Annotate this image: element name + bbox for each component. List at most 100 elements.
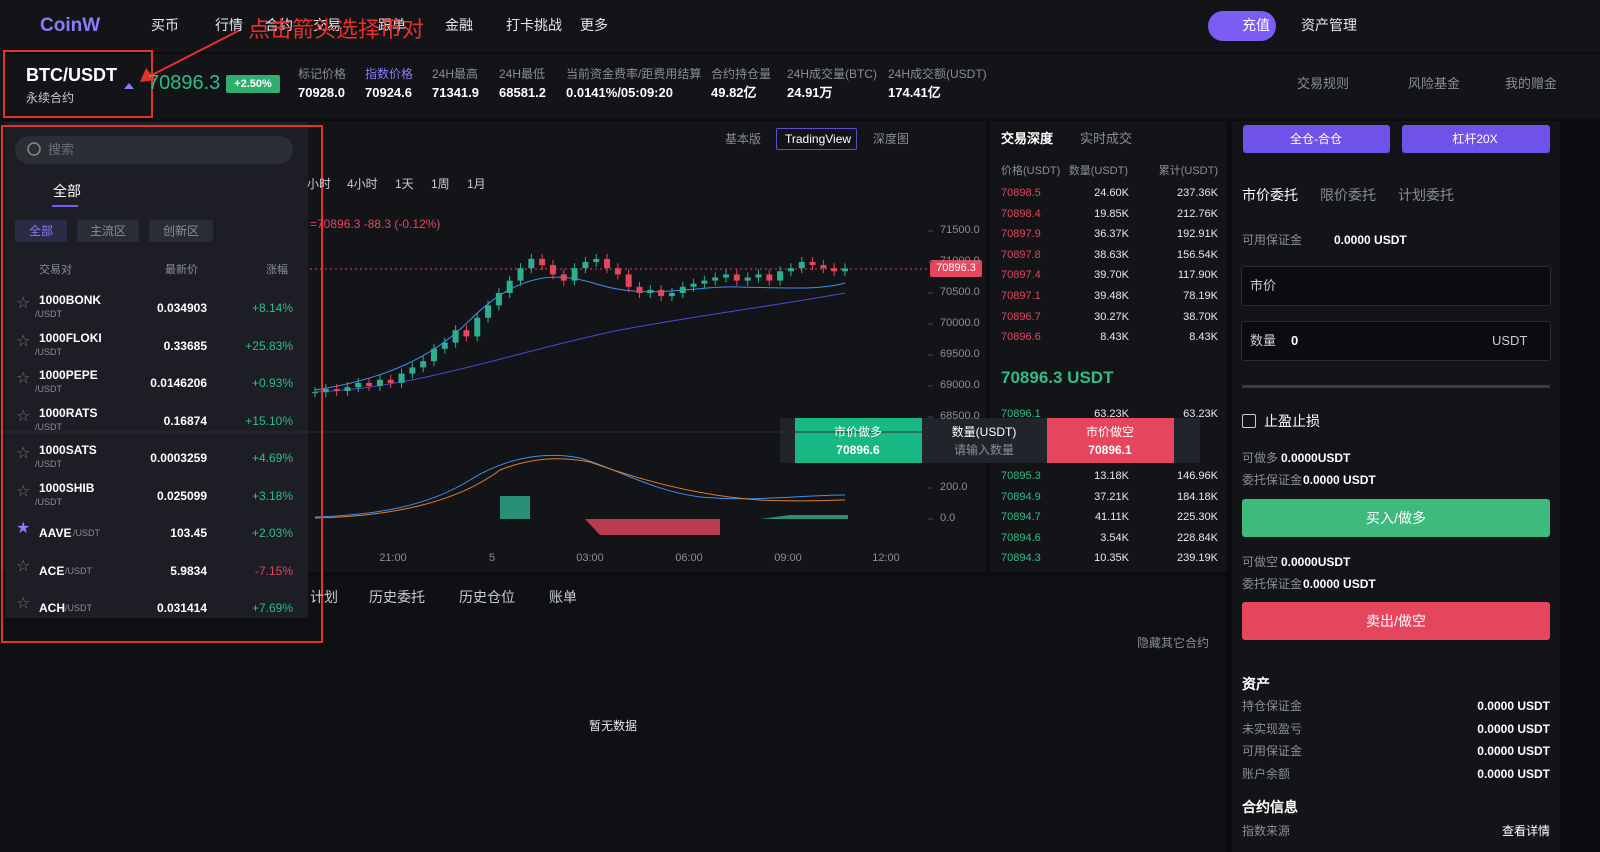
nav-item: 金融: [445, 17, 473, 33]
dropdown-arrow[interactable]: [124, 83, 134, 89]
candle: [344, 387, 351, 391]
bid-cell: 13.18K: [1094, 470, 1129, 482]
star[interactable]: ☆: [16, 332, 31, 350]
orderbook-panel: [990, 121, 1226, 572]
ask-cell: 156.54K: [1177, 248, 1218, 261]
stat-label: 24H成交量(BTC): [787, 67, 878, 81]
ticker-link: 交易规则: [1297, 76, 1350, 91]
candle: [355, 382, 362, 388]
change: +8.14%: [251, 301, 293, 315]
candle: [463, 330, 470, 337]
ask-cell: 70897.9: [1001, 228, 1041, 241]
last-price-tag: 70896.3: [936, 262, 976, 274]
ask-cell: 192.91K: [1177, 228, 1218, 241]
ask-cell: 24.60K: [1094, 187, 1129, 199]
nav-item: 买币: [151, 17, 179, 33]
star[interactable]: ☆: [16, 595, 31, 612]
change: +4.69%: [251, 451, 293, 465]
zone[interactable]: [149, 220, 213, 242]
label: 可用保证金: [1242, 233, 1303, 247]
stat-value: 49.82亿: [711, 85, 757, 100]
ask-cell: 237.36K: [1177, 187, 1218, 199]
sell-button[interactable]: [1242, 602, 1550, 640]
star[interactable]: ☆: [16, 295, 31, 312]
candle: [376, 379, 383, 386]
bid-cell: 3.54K: [1100, 531, 1129, 544]
quick-qty: 数量(USDT): [951, 425, 1017, 439]
star[interactable]: ☆: [16, 407, 31, 425]
candle: [831, 268, 838, 272]
quote: /USDT: [73, 528, 100, 538]
bottom-tab: 历史委托: [369, 589, 425, 605]
quick-short[interactable]: [1047, 418, 1174, 463]
candle: [582, 262, 589, 269]
candle: [636, 286, 643, 293]
price-tick: 69000.0: [940, 379, 980, 391]
star[interactable]: ☆: [16, 482, 31, 500]
candle: [571, 268, 578, 281]
tab-underline: [52, 205, 78, 207]
candle: [506, 280, 513, 293]
order-tab: 市价委托: [1242, 187, 1298, 203]
price: 0.034903: [156, 301, 207, 315]
quick-long[interactable]: [795, 418, 922, 463]
candle: [690, 283, 697, 287]
bid-cell: 70896.1: [1001, 408, 1041, 420]
macd-tick: 0.0: [940, 512, 956, 524]
candle: [387, 379, 394, 383]
time-tick: 03:00: [576, 552, 604, 564]
candle: [441, 342, 448, 349]
buy-button[interactable]: [1242, 499, 1550, 537]
bid-cell: 70894.7: [1001, 511, 1041, 524]
price: 0.0003259: [150, 451, 207, 465]
qty-input[interactable]: [1241, 321, 1551, 361]
symbol: 1000BONK: [39, 293, 102, 307]
annotation-arrow: [149, 29, 241, 77]
margin-mode-button[interactable]: [1243, 125, 1390, 153]
price-input[interactable]: [1241, 266, 1551, 306]
chart-view: 深度图: [873, 132, 910, 146]
candle: [495, 293, 502, 306]
stat-value: 0.0141%/05:09:20: [566, 85, 673, 100]
stat-value: 68581.2: [499, 85, 546, 100]
ask-cell: 117.90K: [1177, 269, 1218, 282]
deposit-button[interactable]: [1208, 11, 1276, 41]
stat-label: 当前资金费率/距费用结算: [566, 67, 702, 81]
star[interactable]: ★: [16, 520, 31, 537]
symbol: ACH: [39, 601, 65, 615]
zone-active[interactable]: [15, 220, 67, 242]
ask-cell: 39.48K: [1094, 290, 1129, 302]
slider[interactable]: [1242, 385, 1550, 388]
value: 0.0000 USDT: [1477, 766, 1550, 781]
quick-qty-hint: 请输入数量: [953, 443, 1015, 457]
tv-button[interactable]: [776, 128, 857, 150]
quote: /USDT: [35, 459, 62, 469]
macd-hist: [585, 519, 720, 535]
value: 0.0000 USDT: [1477, 721, 1550, 736]
ask-cell: 70896.7: [1001, 310, 1041, 323]
ask-cell: 19.85K: [1094, 207, 1129, 220]
macd-tick: 200.0: [940, 481, 968, 493]
zone[interactable]: [77, 220, 139, 242]
candle: [560, 274, 567, 281]
star[interactable]: ☆: [16, 370, 31, 387]
candle: [777, 271, 784, 281]
hide-other: 隐藏其它合约: [1137, 636, 1210, 650]
ask-cell: 38.63K: [1094, 248, 1129, 261]
nav-item: 合约: [265, 17, 293, 33]
symbol: 1000SHIB: [39, 480, 95, 495]
zone: 创新区: [162, 224, 200, 238]
change: -7.15%: [254, 563, 293, 578]
star[interactable]: ☆: [16, 557, 31, 575]
checkbox[interactable]: [1242, 414, 1256, 428]
bid-cell: 239.19K: [1177, 552, 1218, 565]
ask-cell: 70898.5: [1001, 187, 1041, 199]
star[interactable]: ☆: [16, 445, 31, 462]
nav-item: 打卡挑战: [506, 17, 562, 33]
bottom-tab: 历史仓位: [459, 589, 515, 605]
leverage-button[interactable]: [1402, 125, 1550, 153]
search-input[interactable]: [15, 136, 293, 164]
value: 0.0000 USDT: [1477, 699, 1550, 713]
